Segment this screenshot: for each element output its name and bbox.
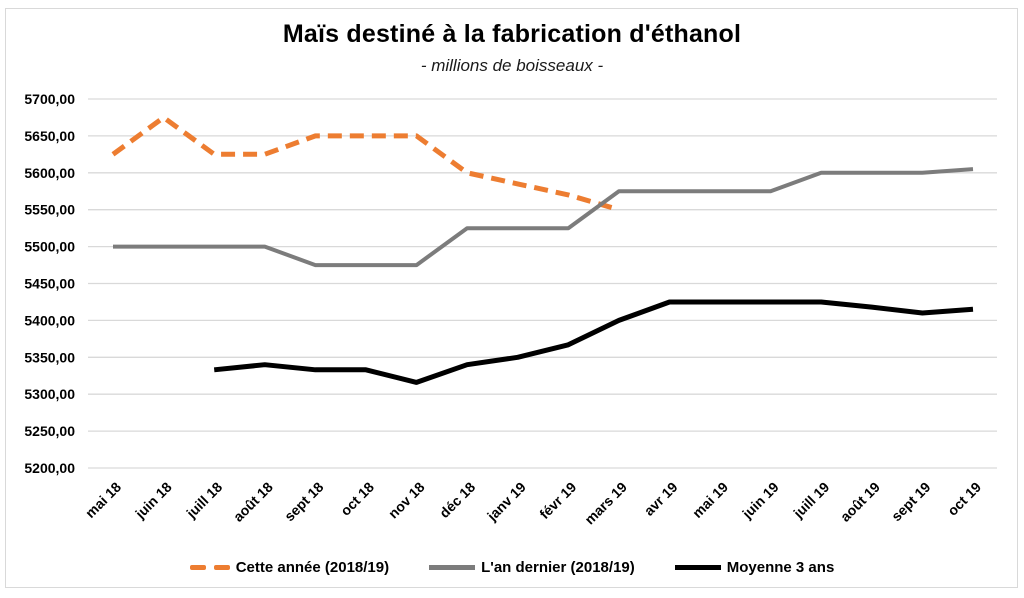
legend-dash: [213, 565, 230, 570]
legend-dash: [189, 565, 206, 570]
x-axis-tick-label: sept 19: [888, 479, 934, 525]
x-axis-tick-label: juill 18: [182, 479, 225, 522]
chart-subtitle: - millions de boisseaux -: [420, 56, 604, 75]
y-axis-tick-label: 5600,00: [24, 165, 75, 181]
legend-label: Moyenne 3 ans: [726, 559, 835, 576]
y-axis-tick-label: 5350,00: [24, 349, 75, 365]
y-axis-tick-label: 5250,00: [24, 423, 75, 439]
legend-item-moyenne: Moyenne 3 ans: [674, 559, 835, 576]
legend-swatch-solid-gray: [429, 565, 476, 570]
x-axis-tick-label: sept 18: [281, 479, 327, 525]
x-axis-tick-label: juin 18: [131, 479, 175, 523]
series-line-moyenne-3-ans: [213, 299, 974, 385]
y-axis-tick-label: 5200,00: [24, 460, 75, 476]
y-axis-tick-label: 5500,00: [24, 239, 75, 255]
legend-swatch-solid-black: [674, 565, 721, 570]
y-axis-tick-label: 5450,00: [24, 276, 75, 292]
legend-swatch-dashed-orange: [189, 565, 230, 570]
legend-label: Cette année (2018/19): [235, 559, 390, 576]
legend-label: L'an dernier (2018/19): [481, 559, 635, 576]
x-axis-tick-label: oct 19: [944, 479, 984, 519]
x-axis-tick-label: août 19: [837, 479, 883, 525]
series-line-l-an-dernier-2018-19: [113, 167, 974, 268]
legend-line: [674, 565, 721, 570]
legend-item-an-dernier: L'an dernier (2018/19): [429, 559, 635, 576]
x-axis-tick-label: janv 19: [483, 479, 529, 525]
x-axis-tick-label: mars 19: [581, 479, 630, 528]
x-axis-tick-label: févr 19: [536, 479, 579, 522]
legend-item-cette-annee: Cette année (2018/19): [189, 559, 390, 576]
x-axis-tick-label: août 18: [230, 479, 276, 525]
x-axis-tick-label: mai 19: [689, 479, 731, 521]
x-axis-tick-label: juin 19: [738, 479, 782, 523]
y-axis-tick-label: 5300,00: [24, 386, 75, 402]
x-axis-tick-label: juill 19: [790, 479, 833, 522]
x-axis-tick-label: déc 18: [436, 479, 478, 521]
y-axis-tick-label: 5550,00: [24, 202, 75, 218]
legend-line: [429, 565, 476, 570]
chart-frame: [5, 8, 1018, 588]
chart-title: Maïs destiné à la fabrication d'éthanol: [282, 20, 742, 48]
series-line-cette-annee-2018-19: [111, 115, 620, 213]
x-axis-tick-label: oct 18: [337, 479, 377, 519]
x-axis-tick-label: nov 18: [385, 479, 428, 522]
y-axis-tick-label: 5650,00: [24, 128, 75, 144]
y-axis-tick-label: 5400,00: [24, 312, 75, 328]
x-axis-tick-label: avr 19: [641, 479, 681, 519]
x-axis-tick-label: mai 18: [82, 479, 124, 521]
y-axis-tick-label: 5700,00: [24, 91, 75, 107]
legend: Cette année (2018/19) L'an dernier (2018…: [0, 559, 1024, 576]
